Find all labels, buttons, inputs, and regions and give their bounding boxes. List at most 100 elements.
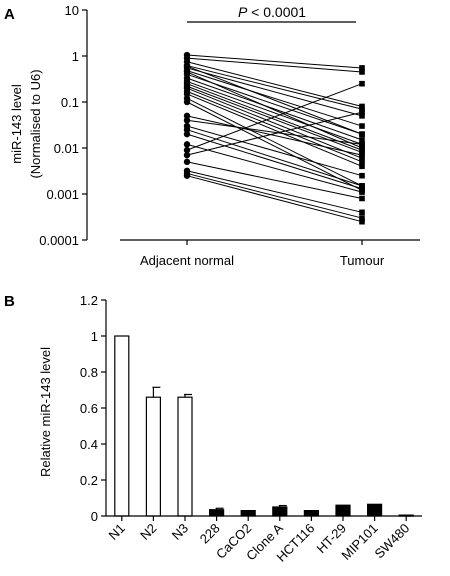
pair-line xyxy=(186,83,363,151)
bar-228 xyxy=(209,509,225,517)
pair-line xyxy=(186,161,363,199)
y-tick-label: 0.01 xyxy=(54,141,79,156)
tumour-point xyxy=(359,123,365,129)
normal-point xyxy=(183,151,191,159)
tumour-point xyxy=(359,215,365,221)
pair-line xyxy=(186,77,363,141)
pair-line xyxy=(186,87,363,159)
pair-line xyxy=(186,54,363,69)
tumour-point xyxy=(359,155,365,162)
pair-line xyxy=(186,172,363,219)
y-tick-label: 0.6 xyxy=(80,401,98,416)
pair-line xyxy=(186,61,363,107)
tumour-point xyxy=(359,185,365,192)
bar-clone-a xyxy=(272,506,288,517)
tumour-point xyxy=(359,131,365,137)
normal-point xyxy=(183,117,191,124)
pair-line xyxy=(186,170,363,213)
tumour-point xyxy=(359,189,365,195)
pair-line xyxy=(186,65,363,135)
tumour-point xyxy=(359,183,365,189)
normal-point xyxy=(183,130,191,138)
y-tick-label: 0 xyxy=(91,509,98,524)
x-category-label: SW480 xyxy=(372,521,413,562)
normal-point xyxy=(183,158,191,166)
bars xyxy=(114,335,414,517)
p-value: < 0.0001 xyxy=(247,4,306,20)
tumour-point xyxy=(359,145,365,151)
bar-caco2 xyxy=(240,510,256,517)
tumour-point xyxy=(359,163,365,170)
x-category-label: N2 xyxy=(137,521,159,543)
normal-point xyxy=(183,68,191,76)
tumour-point xyxy=(359,152,365,158)
panel-a-line-chart: 10 1 0.1 0.01 0.001 0.0001 Adjacent normal Tum… xyxy=(9,3,420,268)
pair-line xyxy=(186,101,363,191)
tumour-point xyxy=(359,209,365,216)
panel-a-y-axis-label: miR-143 level xyxy=(9,84,24,164)
tumour-point xyxy=(359,69,365,75)
pair-line xyxy=(186,85,363,153)
tumour-point xyxy=(359,137,365,143)
tumour-point xyxy=(359,65,365,71)
y-tick-label: 0.2 xyxy=(80,473,98,488)
pair-line xyxy=(186,67,363,117)
y-tick-label: 0.4 xyxy=(80,437,98,452)
tumour-point xyxy=(359,172,365,179)
pair-line xyxy=(186,133,363,190)
panel-b-y-axis-label: Relative miR-143 level xyxy=(38,347,53,477)
panel-a-label: A xyxy=(4,6,15,23)
y-tick-label: 0.0001 xyxy=(39,233,79,248)
normal-point xyxy=(183,141,191,148)
bar-ht-29 xyxy=(335,504,351,517)
bar-n3 xyxy=(177,396,193,517)
y-tick-label: 10 xyxy=(65,3,79,18)
bar-mip101 xyxy=(367,503,383,517)
normal-point xyxy=(183,98,191,106)
tumour-point xyxy=(359,159,365,165)
tumour-point xyxy=(359,195,365,202)
p-value-label: P < 0.0001 xyxy=(238,4,306,20)
pair-line xyxy=(186,125,363,177)
x-category-label: N1 xyxy=(106,521,128,543)
pair-line xyxy=(186,111,363,156)
bar-hct116 xyxy=(303,510,319,517)
panel-a-y-axis: 10 1 0.1 0.01 0.001 0.0001 xyxy=(39,3,88,248)
x-category-label: N3 xyxy=(169,521,191,543)
pair-line xyxy=(186,71,363,149)
y-tick-label: 0.001 xyxy=(46,187,79,202)
panel-a-x-axis: Adjacent normal Tumour xyxy=(120,239,420,268)
y-tick-label: 1 xyxy=(91,329,98,344)
significance-annotation: P < 0.0001 xyxy=(187,4,356,23)
pair-line xyxy=(186,175,363,223)
panel-a-y-axis-sublabel: (Normalised to U6) xyxy=(28,69,43,178)
pair-line xyxy=(186,57,363,73)
normal-point xyxy=(183,146,191,154)
normal-point xyxy=(183,90,191,98)
y-tick-label: 1 xyxy=(72,49,79,64)
paired-points xyxy=(183,51,365,225)
tumour-point xyxy=(359,109,365,116)
tumour-point xyxy=(359,80,365,87)
pair-line xyxy=(186,80,363,145)
panel-b-y-axis: 0 0.2 0.4 0.6 0.8 1 1.2 xyxy=(80,293,107,524)
tumour-point xyxy=(359,113,365,119)
y-tick-label: 0.8 xyxy=(80,365,98,380)
x-category-label: Tumour xyxy=(340,253,385,268)
pair-line xyxy=(186,65,363,110)
panel-b-bar-chart: Relative miR-143 level 0 0.2 0.4 0.6 0.8 1 1.2… xyxy=(38,293,422,565)
x-category-label: 228 xyxy=(197,521,223,547)
tumour-point xyxy=(359,106,365,112)
normal-point xyxy=(183,126,191,133)
paired-lines xyxy=(186,54,363,223)
pair-line xyxy=(186,115,363,156)
normal-point xyxy=(183,63,191,70)
bar-n1 xyxy=(114,335,130,517)
pair-line xyxy=(186,93,363,167)
pair-line xyxy=(186,143,363,193)
p-symbol: P xyxy=(238,4,248,20)
pair-line xyxy=(186,119,363,145)
panel-b-label: B xyxy=(4,293,15,310)
